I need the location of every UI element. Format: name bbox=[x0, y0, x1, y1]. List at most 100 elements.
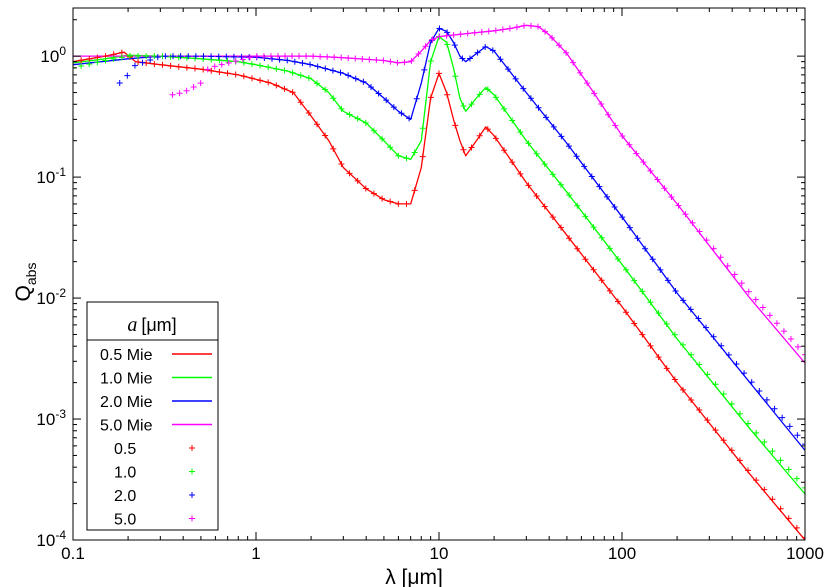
data-point-marker bbox=[476, 132, 483, 139]
data-point-marker bbox=[478, 29, 485, 36]
data-point-marker bbox=[273, 82, 280, 89]
data-point-marker bbox=[394, 59, 401, 66]
data-point-marker bbox=[444, 91, 451, 98]
data-point-marker bbox=[761, 486, 768, 493]
data-point-marker bbox=[284, 57, 291, 64]
data-point-marker bbox=[512, 75, 519, 82]
legend-point-swatch bbox=[189, 468, 195, 475]
data-point-marker bbox=[337, 69, 344, 76]
data-point-marker bbox=[305, 75, 312, 82]
data-point-marker bbox=[322, 86, 329, 93]
data-point-marker bbox=[177, 53, 184, 60]
data-point-marker bbox=[647, 167, 654, 174]
data-point-marker bbox=[329, 67, 336, 74]
data-point-marker bbox=[190, 83, 197, 90]
data-point-marker bbox=[733, 361, 740, 368]
data-point-marker bbox=[450, 32, 457, 39]
data-point-marker bbox=[517, 129, 524, 136]
data-point-marker bbox=[362, 185, 369, 192]
data-point-marker bbox=[640, 159, 647, 166]
data-point-marker bbox=[773, 320, 780, 327]
data-point-marker bbox=[596, 183, 603, 190]
data-point-marker bbox=[769, 448, 776, 455]
data-point-marker bbox=[78, 63, 85, 70]
data-point-marker bbox=[590, 224, 597, 231]
data-point-marker bbox=[401, 59, 408, 66]
data-point-marker bbox=[570, 59, 577, 66]
data-point-marker bbox=[695, 315, 702, 322]
data-point-marker bbox=[619, 214, 626, 221]
data-point-marker bbox=[102, 57, 109, 64]
data-point-marker bbox=[452, 73, 459, 80]
data-point-marker bbox=[154, 54, 161, 61]
data-point-marker bbox=[565, 143, 572, 150]
data-point-marker bbox=[605, 111, 612, 118]
data-point-marker bbox=[380, 57, 387, 64]
data-point-marker bbox=[116, 79, 123, 86]
data-point-marker bbox=[541, 203, 548, 210]
data-point-marker bbox=[139, 59, 146, 66]
data-point-marker bbox=[484, 86, 491, 93]
data-point-marker bbox=[322, 65, 329, 72]
legend-entry-label: 2.0 bbox=[114, 488, 136, 505]
data-point-marker bbox=[239, 56, 246, 63]
data-point-marker bbox=[771, 405, 778, 412]
data-point-marker bbox=[745, 288, 752, 295]
data-point-marker bbox=[360, 78, 367, 85]
data-point-marker bbox=[720, 391, 727, 398]
data-point-marker bbox=[655, 354, 662, 361]
data-point-marker bbox=[354, 177, 361, 184]
legend-title: a [μm] bbox=[127, 314, 176, 336]
data-point-marker bbox=[338, 105, 345, 112]
data-point-marker bbox=[785, 515, 792, 522]
data-point-marker bbox=[135, 58, 142, 65]
data-point-marker bbox=[558, 133, 565, 140]
data-point-marker bbox=[534, 23, 541, 30]
data-point-marker bbox=[688, 351, 695, 358]
data-point-marker bbox=[668, 193, 675, 200]
data-point-marker bbox=[436, 33, 443, 40]
data-point-marker bbox=[718, 342, 725, 349]
data-point-marker bbox=[395, 152, 402, 159]
data-point-marker bbox=[794, 432, 801, 439]
data-point-marker bbox=[78, 57, 85, 64]
data-point-marker bbox=[623, 266, 630, 273]
data-point-marker bbox=[785, 466, 792, 473]
data-point-marker bbox=[387, 198, 394, 205]
data-point-marker bbox=[527, 22, 534, 29]
data-point-marker bbox=[657, 266, 664, 273]
data-point-marker bbox=[390, 104, 397, 111]
data-point-marker bbox=[520, 22, 527, 29]
data-point-marker bbox=[218, 61, 225, 68]
data-point-marker bbox=[147, 57, 154, 64]
data-point-marker bbox=[688, 396, 695, 403]
data-point-marker bbox=[649, 256, 656, 263]
data-point-marker bbox=[208, 67, 215, 74]
data-point-marker bbox=[379, 195, 386, 202]
data-point-marker bbox=[379, 135, 386, 142]
data-point-marker bbox=[185, 53, 192, 60]
data-point-marker bbox=[484, 126, 491, 133]
data-point-marker bbox=[793, 475, 800, 482]
data-point-marker bbox=[297, 99, 304, 106]
data-point-marker bbox=[314, 63, 321, 70]
data-point-marker bbox=[482, 43, 489, 50]
y-tick-label: 10-1 bbox=[36, 165, 66, 187]
legend-entries: 0.5 Mie 1.0 Mie 2.0 Mie 5.0 Mie 0.5 1.0 2.0 5.0 bbox=[100, 347, 212, 529]
data-point-marker bbox=[444, 41, 451, 48]
data-point-marker bbox=[459, 55, 466, 62]
y-axis-label: Qabs bbox=[12, 263, 39, 302]
data-point-marker bbox=[598, 101, 605, 108]
data-point-marker bbox=[359, 56, 366, 63]
data-point-marker bbox=[680, 341, 686, 348]
data-point-marker bbox=[324, 53, 331, 60]
data-point-marker bbox=[696, 407, 703, 414]
legend-entry-2-0-points: 2.0 bbox=[114, 488, 195, 505]
data-point-marker bbox=[612, 122, 619, 129]
series-1-0-points bbox=[73, 33, 805, 491]
data-point-marker bbox=[299, 60, 306, 67]
data-point-marker bbox=[421, 66, 428, 73]
data-point-marker bbox=[466, 55, 473, 62]
data-point-marker bbox=[753, 429, 760, 436]
data-point-marker bbox=[675, 202, 682, 209]
